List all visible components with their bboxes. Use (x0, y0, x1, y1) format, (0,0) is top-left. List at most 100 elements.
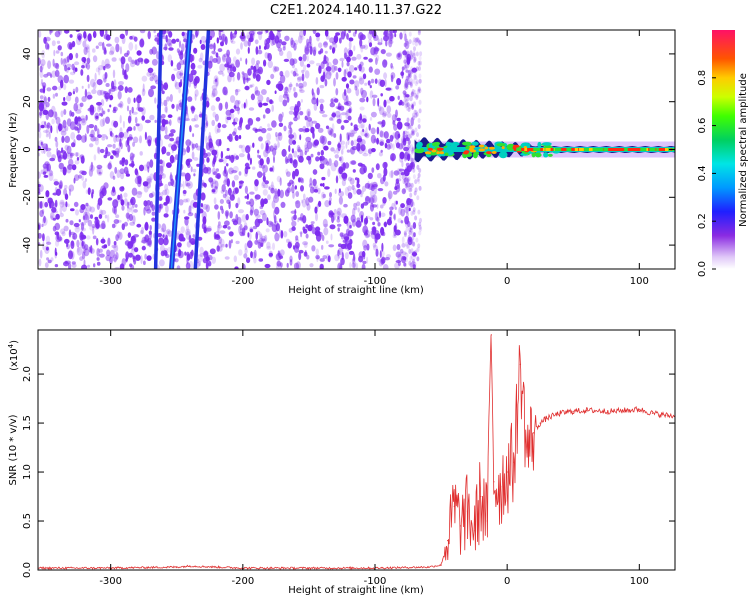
noise-speckle (188, 260, 194, 269)
noise-speckle (416, 247, 420, 252)
noise-speckle (92, 226, 95, 235)
noise-speckle (121, 35, 126, 45)
noise-speckle (192, 168, 197, 173)
noise-speckle (46, 122, 51, 129)
noise-speckle (39, 88, 45, 93)
noise-speckle (51, 199, 54, 207)
noise-speckle (407, 187, 411, 193)
noise-speckle (110, 46, 115, 55)
noise-speckle (319, 263, 324, 269)
noise-speckle (315, 122, 321, 130)
noise-speckle (315, 77, 319, 85)
noise-speckle (401, 175, 407, 180)
noise-speckle (409, 203, 413, 209)
noise-speckle (347, 48, 352, 54)
noise-speckle (294, 168, 300, 177)
noise-speckle (410, 164, 414, 169)
noise-speckle (176, 265, 181, 269)
noise-speckle (405, 54, 409, 60)
noise-speckle (209, 44, 214, 50)
noise-speckle (219, 63, 226, 72)
noise-speckle (276, 175, 282, 183)
noise-speckle (58, 123, 62, 132)
noise-speckle (368, 66, 373, 73)
noise-speckle (245, 124, 251, 130)
noise-speckle (345, 141, 348, 149)
noise-speckle (330, 98, 334, 104)
noise-speckle (293, 116, 298, 122)
noise-speckle (369, 195, 376, 204)
signal-hot (436, 151, 440, 155)
noise-speckle (150, 85, 157, 90)
signal-blob (520, 142, 531, 149)
noise-speckle (392, 120, 396, 125)
noise-speckle (387, 190, 393, 200)
signal-hot (427, 147, 433, 151)
colorbar-tick-label: 0.2 (697, 213, 708, 229)
noise-speckle (337, 167, 341, 175)
noise-speckle (297, 76, 304, 81)
noise-speckle (166, 162, 172, 169)
noise-speckle (316, 203, 319, 209)
noise-speckle (360, 214, 364, 223)
noise-speckle (369, 30, 372, 35)
x-tick-label: -100 (364, 576, 387, 587)
noise-speckle (408, 39, 412, 45)
noise-speckle (71, 261, 76, 265)
noise-speckle (223, 86, 226, 94)
signal-hot (478, 144, 485, 148)
noise-speckle (80, 115, 86, 120)
noise-speckle (334, 154, 339, 159)
noise-speckle (137, 107, 144, 112)
noise-speckle (389, 206, 394, 211)
noise-speckle (288, 227, 293, 233)
noise-speckle (301, 69, 305, 74)
noise-speckle (44, 121, 47, 126)
noise-speckle (65, 201, 68, 208)
noise-speckle (127, 201, 133, 206)
noise-speckle (133, 36, 138, 42)
noise-speckle (290, 37, 294, 46)
signal-hot (486, 151, 492, 155)
noise-speckle (265, 142, 269, 152)
noise-speckle (328, 244, 335, 248)
noise-speckle (93, 154, 97, 161)
noise-speckle (213, 75, 219, 83)
noise-speckle (279, 50, 284, 56)
snr-point (466, 510, 469, 512)
noise-speckle (354, 80, 360, 89)
noise-speckle (323, 145, 329, 151)
noise-speckle (226, 61, 230, 71)
noise-speckle (234, 106, 241, 112)
noise-speckle (409, 256, 413, 261)
noise-speckle (228, 239, 232, 249)
signal-blob (416, 142, 422, 150)
noise-speckle (254, 39, 259, 45)
noise-speckle (309, 177, 313, 186)
noise-speckle (363, 44, 369, 50)
noise-speckle (105, 136, 109, 140)
noise-speckle (415, 94, 419, 100)
noise-speckle (266, 241, 271, 249)
noise-speckle (279, 218, 282, 223)
noise-speckle (269, 184, 275, 191)
noise-speckle (87, 33, 92, 42)
noise-speckle (337, 250, 341, 259)
noise-speckle (39, 111, 42, 119)
noise-speckle (247, 68, 252, 76)
noise-speckle (412, 50, 416, 56)
noise-speckle (213, 79, 216, 85)
noise-speckle (182, 198, 189, 203)
noise-speckle (400, 203, 405, 209)
noise-speckle (351, 145, 358, 151)
noise-speckle (352, 256, 357, 262)
noise-speckle (47, 43, 50, 50)
signal-blob (414, 147, 425, 154)
noise-speckle (135, 123, 140, 127)
noise-speckle (190, 249, 194, 257)
noise-speckle (406, 243, 410, 249)
noise-speckle (410, 182, 414, 188)
noise-speckle (322, 144, 325, 149)
noise-speckle (404, 122, 410, 127)
noise-speckle (129, 221, 136, 226)
